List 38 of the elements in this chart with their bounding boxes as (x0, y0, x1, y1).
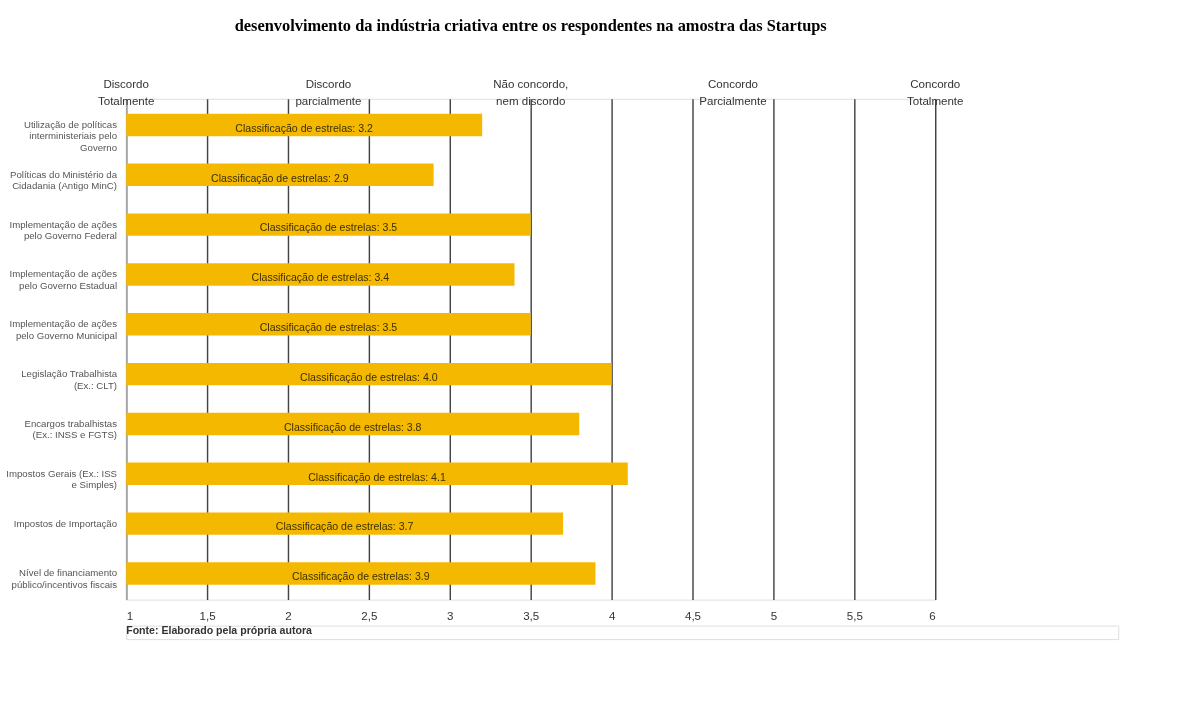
data-label: Classificação de estrelas: 3.4 (251, 271, 390, 284)
y-tick-label: Implementação de ações pelo Governo Municipal (9, 318, 118, 341)
y-tick-label: Legislação Trabalhista (Ex.: CLT) (21, 368, 118, 391)
annotation: Não concordo, nem discordo (493, 78, 569, 107)
x-tick-label: 4 (608, 610, 616, 623)
x-tick-label: 2,5 (361, 610, 378, 623)
x-tick-label: 4,5 (684, 610, 702, 623)
y-tick-label: Nível de financiamento público/incentivos fiscais (11, 567, 118, 590)
annotation: Discordo parcialmente (295, 78, 362, 107)
data-label: Classificação de estrelas: 3.8 (283, 420, 422, 433)
y-tick-label: Utilização de políticas interministeriais pelo Governo (23, 118, 118, 153)
y-tick-label: Implementação de ações pelo Governo Estadual (9, 268, 118, 291)
x-tick-label: 5 (770, 610, 778, 623)
x-tick-label: 2 (285, 610, 292, 623)
x-tick-label: 5,5 (846, 610, 863, 623)
y-tick-label: Impostos de Importação (13, 517, 118, 529)
data-label: Classificação de estrelas: 3.5 (259, 221, 398, 234)
y-tick-label: Impostos Gerais (Ex.: ISS e Simples) (6, 467, 118, 491)
x-tick-label: 3,5 (523, 610, 540, 623)
x-tick-label: 1 (126, 610, 134, 623)
y-tick-label: Implementação de ações pelo Governo Federal (9, 218, 118, 242)
data-label: Classificação de estrelas: 2.9 (211, 171, 349, 184)
annotation: Concordo Parcialmente (699, 78, 767, 107)
x-tick-label: 6 (929, 610, 936, 623)
annotation: Discordo Totalmente (97, 78, 155, 107)
data-label: Classificação de estrelas: 4.0 (300, 370, 438, 383)
y-tick-label: Encargos trabalhistas (Ex.: INSS e FGTS) (24, 417, 118, 441)
chart-title: desenvolvimento da indústria criativa entre os respondentes na amostra das Startups (234, 16, 827, 36)
data-label: Classificação de estrelas: 3.7 (275, 520, 414, 533)
data-label: Classificação de estrelas: 3.5 (259, 321, 398, 334)
x-tick-label: 3 (447, 610, 454, 623)
data-label: Classificação de estrelas: 4.1 (308, 470, 446, 483)
data-label: Classificação de estrelas: 3.2 (235, 121, 374, 134)
annotation: Concordo Totalmente (907, 78, 964, 107)
x-tick-label: 1,5 (199, 610, 216, 623)
y-tick-label: Políticas do Ministério da Cidadania (Antigo MinC) (10, 168, 118, 192)
source-note: Fonte: Elaborado pela própria autora (126, 624, 313, 637)
data-label: Classificação de estrelas: 3.9 (292, 570, 430, 583)
